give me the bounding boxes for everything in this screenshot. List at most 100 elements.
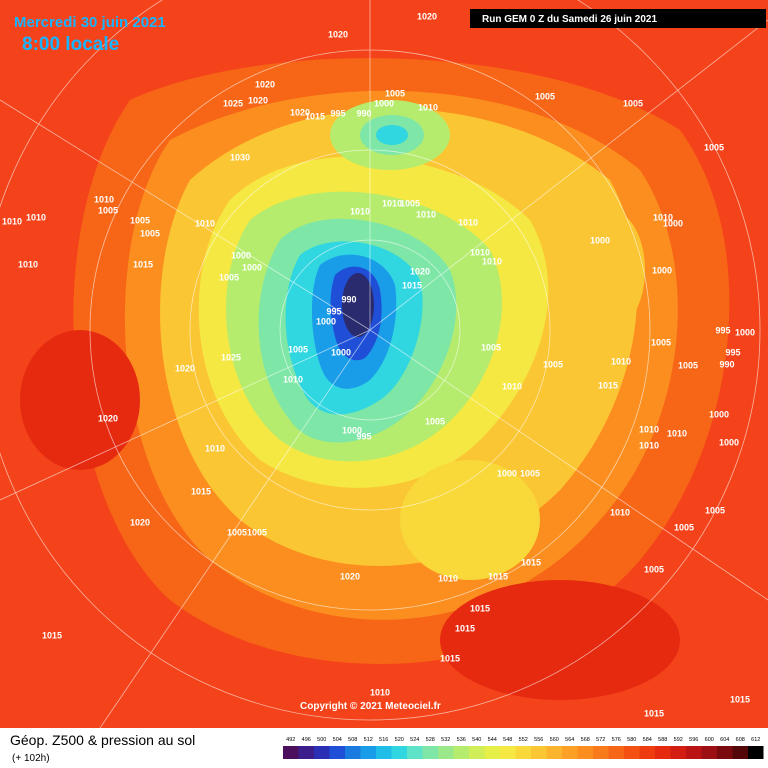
scale-label: 560 [550,737,559,743]
pressure-label: 1025 [221,352,241,362]
pressure-label: 1005 [425,416,445,426]
pressure-label: 1000 [735,327,755,337]
pressure-label: 1020 [417,11,437,21]
scale-swatch [686,746,702,759]
pressure-label: 1005 [678,360,698,370]
pressure-label: 1015 [191,486,211,496]
pressure-label: 1010 [283,374,303,384]
scale-swatch [360,746,376,759]
pressure-label: 990 [719,359,734,369]
scale-label: 548 [503,737,512,743]
field-band [440,580,680,700]
scale-swatch [345,746,361,759]
scale-label: 536 [457,737,466,743]
pressure-label: 1000 [497,468,517,478]
pressure-label: 1000 [331,347,351,357]
pressure-label: 1005 [140,228,160,238]
graticule [0,0,768,728]
run-box [470,9,766,28]
pressure-label: 1010 [610,507,630,517]
pressure-label: 1020 [130,517,150,527]
scale-swatch [608,746,624,759]
scale-label: 576 [612,737,621,743]
legend-strip: Géop. Z500 & pression au sol (+ 102h) 49… [0,728,768,768]
run-label: Run GEM 0 Z du Samedi 26 juin 2021 [482,14,657,25]
scale-label: 552 [519,737,528,743]
pressure-label: 1010 [482,256,502,266]
scale-label: 516 [379,737,388,743]
pressure-label: 1010 [653,212,673,222]
pressure-label: 995 [330,108,345,118]
scale-swatch [546,746,562,759]
scale-label: 588 [658,737,667,743]
pressure-label: 1015 [440,653,460,663]
pressure-label: 1010 [470,247,490,257]
pressure-label: 1000 [719,437,739,447]
pressure-label: 1020 [410,266,430,276]
pressure-label: 990 [341,294,356,304]
pressure-label: 1010 [611,356,631,366]
pressure-label: 1010 [370,687,390,697]
pressure-label: 1000 [374,98,394,108]
pressure-label: 1005 [385,88,405,98]
scale-label: 520 [395,737,404,743]
scale-label: 556 [534,737,543,743]
pressure-label: 1015 [305,111,325,121]
pressure-label: 1005 [543,359,563,369]
scale-label: 580 [627,737,636,743]
pressure-label: 1010 [195,218,215,228]
pressure-label: 1005 [704,142,724,152]
scale-swatch [593,746,609,759]
pressure-label: 1005 [674,522,694,532]
pressure-label: 1000 [242,262,262,272]
pressure-label: 1020 [340,571,360,581]
scale-swatch [515,746,531,759]
field-band [342,273,374,337]
scale-swatch [732,746,748,759]
scale-swatch [717,746,733,759]
pressure-label: 1010 [418,102,438,112]
scale-label: 568 [581,737,590,743]
scale-label: 584 [643,737,652,743]
pressure-label: 1000 [652,265,672,275]
lead-time: (+ 102h) [12,753,50,764]
pressure-label: 1000 [590,235,610,245]
pressure-label: 1010 [94,194,114,204]
scale-label: 540 [472,737,481,743]
pressure-label: 995 [326,306,341,316]
pressure-label: 1015 [730,694,750,704]
scale-swatch [748,746,764,759]
pressure-label: 1020 [248,95,268,105]
scale-label: 504 [333,737,342,743]
copyright: Copyright © 2021 Meteociel.fr [300,701,441,712]
pressure-label: 1005 [130,215,150,225]
pressure-label: 1005 [400,198,420,208]
scale-swatch [298,746,314,759]
scale-swatch [438,746,454,759]
pressure-label: 1010 [639,440,659,450]
pressure-label: 1000 [316,316,336,326]
scale-swatch [655,746,671,759]
pressure-label: 1005 [535,91,555,101]
scale-label: 604 [720,737,729,743]
pressure-label: 1020 [328,29,348,39]
pressure-label: 1020 [175,363,195,373]
scale-swatch [391,746,407,759]
map: Mercredi 30 juin 2021 8:00 locale Run GE… [0,0,768,728]
time-label: 8:00 locale [22,34,119,55]
pressure-label: 1020 [290,107,310,117]
scale-label: 524 [410,737,419,743]
pressure-label: 1000 [709,409,729,419]
scale-label: 572 [596,737,605,743]
pressure-label: 1010 [438,573,458,583]
pressure-label: 1005 [247,527,267,537]
pressure-label: 1005 [705,505,725,515]
pressure-label: 1010 [205,443,225,453]
pressure-label: 1010 [26,212,46,222]
field-band [376,125,408,145]
field-band [20,330,140,470]
pressure-label: 1030 [230,152,250,162]
